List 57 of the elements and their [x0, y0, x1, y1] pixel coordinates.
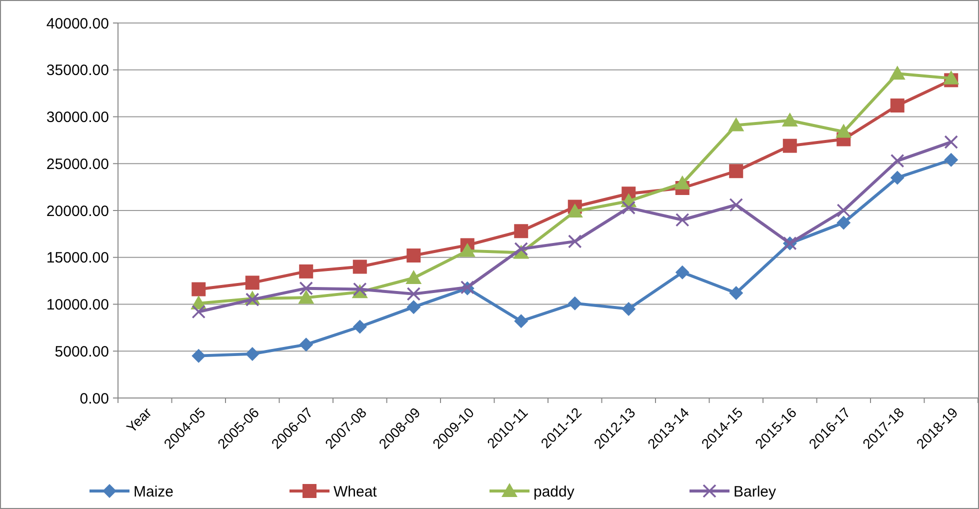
point [622, 302, 636, 316]
point [890, 98, 904, 112]
point [299, 264, 314, 278]
y-tick-label: 10000.00 [46, 296, 109, 314]
point [729, 286, 744, 300]
point [406, 300, 421, 314]
y-tick-label: 40000.00 [46, 15, 109, 32]
point [568, 296, 582, 310]
point [675, 265, 690, 280]
point [406, 270, 422, 284]
point [299, 338, 314, 352]
y-tick-label: 25000.00 [46, 156, 109, 173]
point [299, 281, 314, 296]
y-tick-label: 5000.00 [54, 343, 109, 360]
y-tick-label: 20000.00 [46, 202, 109, 220]
point [192, 304, 206, 319]
point [514, 314, 528, 328]
point [192, 348, 206, 363]
x-tick-label: Year [123, 404, 155, 436]
point [944, 152, 958, 167]
point [728, 117, 744, 132]
point [406, 287, 421, 301]
point [782, 112, 798, 126]
point [890, 170, 904, 185]
point [245, 276, 260, 290]
y-tick-label: 35000.00 [46, 62, 109, 80]
point [406, 248, 421, 262]
legend-label: Wheat [334, 483, 378, 500]
point [514, 242, 528, 256]
y-tick-label: 30000.00 [46, 109, 109, 126]
point [568, 234, 582, 248]
point [782, 138, 797, 153]
point [729, 164, 744, 178]
point [889, 66, 906, 80]
point [245, 346, 260, 361]
point [298, 290, 314, 304]
point [622, 200, 636, 215]
point [675, 212, 690, 227]
point [459, 242, 476, 257]
point [944, 135, 958, 149]
y-tick-label: 0.00 [80, 390, 109, 408]
legend-label: Maize [134, 483, 174, 500]
point [836, 204, 851, 218]
point [943, 70, 960, 84]
point [566, 203, 583, 218]
point [192, 282, 206, 296]
point [352, 260, 367, 274]
point [674, 175, 690, 190]
point [352, 320, 367, 334]
legend-label: Barley [734, 483, 777, 500]
point [890, 154, 904, 168]
point [836, 216, 851, 230]
point [836, 124, 852, 138]
legend-label: paddy [534, 483, 575, 500]
y-tick-label: 15000.00 [46, 250, 109, 267]
point [729, 198, 744, 212]
point [514, 224, 528, 238]
